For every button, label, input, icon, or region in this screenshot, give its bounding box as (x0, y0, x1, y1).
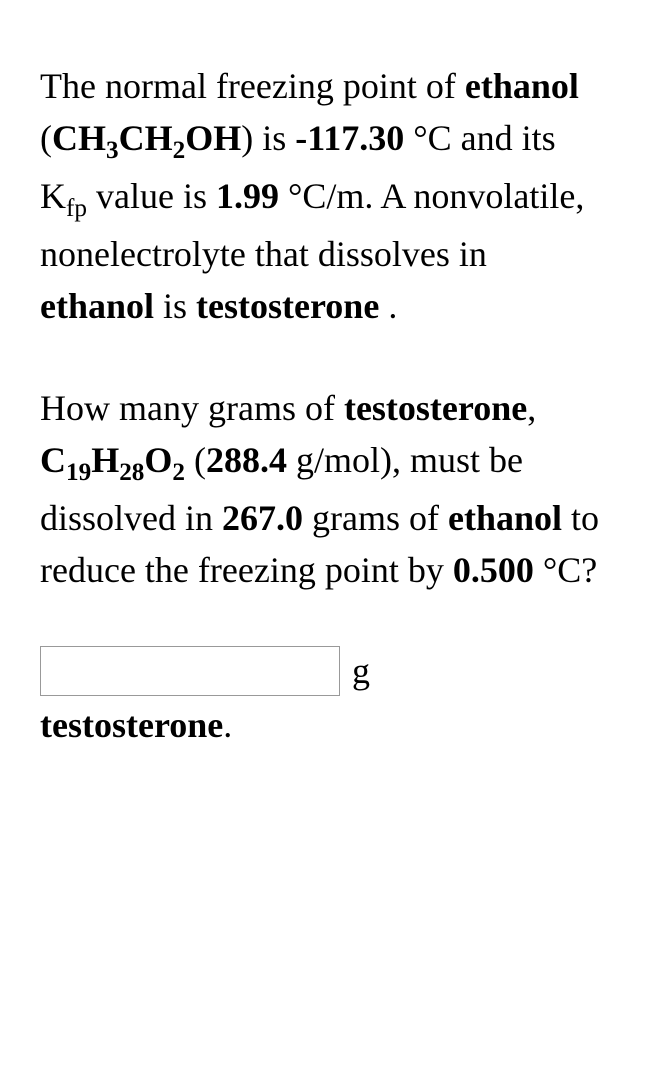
text: °C? (534, 550, 597, 590)
solvent-name: ethanol (40, 286, 154, 326)
delta-t-value: 0.500 (453, 550, 534, 590)
formula-part: CH (52, 118, 106, 158)
text: The normal freezing point of (40, 66, 465, 106)
formula-subscript: 3 (106, 137, 119, 164)
text: value is (87, 176, 216, 216)
formula-subscript: 19 (66, 459, 91, 486)
formula-part: C (40, 440, 66, 480)
problem-paragraph-1: The normal freezing point of ethanol (CH… (40, 60, 609, 332)
solute-name: testosterone (196, 286, 379, 326)
formula-subscript: 28 (119, 459, 144, 486)
text: ( (40, 118, 52, 158)
text: is (154, 286, 196, 326)
answer-row: g (40, 646, 609, 696)
answer-label-row: testosterone. (40, 704, 609, 746)
text: , (527, 388, 536, 428)
formula-subscript: 2 (172, 459, 185, 486)
solute-name: testosterone (344, 388, 527, 428)
solvent-name: ethanol (448, 498, 562, 538)
formula-part: OH (185, 118, 241, 158)
kfp-value: 1.99 (216, 176, 279, 216)
text: ( (185, 440, 206, 480)
formula-part: H (91, 440, 119, 480)
solvent-name: ethanol (465, 66, 579, 106)
formula-subscript: 2 (173, 137, 186, 164)
molar-mass-value: 288.4 (206, 440, 287, 480)
formula-part: O (144, 440, 172, 480)
period: . (223, 705, 232, 745)
solvent-mass-value: 267.0 (222, 498, 303, 538)
text: . (379, 286, 397, 326)
formula-part: CH (119, 118, 173, 158)
text: ) is (241, 118, 295, 158)
freezing-point-value: -117.30 (295, 118, 404, 158)
kfp-subscript: fp (66, 195, 87, 222)
answer-unit: g (352, 650, 370, 692)
problem-paragraph-2: How many grams of testosterone, C19H28O2… (40, 382, 609, 596)
answer-input[interactable] (40, 646, 340, 696)
answer-solute-label: testosterone (40, 705, 223, 745)
text: grams of (303, 498, 448, 538)
text: How many grams of (40, 388, 344, 428)
